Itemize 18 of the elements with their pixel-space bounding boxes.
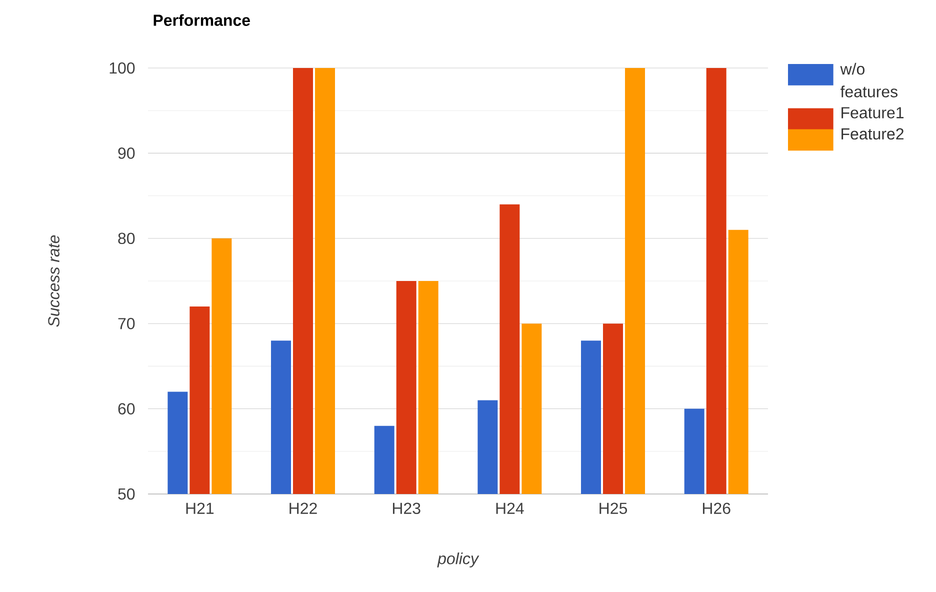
x-axis-title: policy xyxy=(437,552,480,568)
x-tick-label: H24 xyxy=(496,502,524,514)
x-tick-label: H23 xyxy=(392,502,420,514)
legend-label: w/o features xyxy=(840,62,898,98)
x-tick-label: H26 xyxy=(702,502,730,514)
x-tick-label: H21 xyxy=(186,502,214,514)
legend-label: Feature2 xyxy=(842,128,904,140)
chart-title: Performance xyxy=(154,14,250,26)
y-tick-label: 50 xyxy=(118,488,135,500)
y-tick-label: 80 xyxy=(118,232,135,244)
y-tick-label: 90 xyxy=(118,148,135,159)
legend-label: Feature1 xyxy=(842,107,904,118)
x-tick-label: H25 xyxy=(600,502,627,514)
y-tick-label: 60 xyxy=(118,403,135,414)
x-tick-label: H22 xyxy=(290,502,317,514)
y-axis-title: Success rate xyxy=(48,235,60,327)
y-tick-label: 70 xyxy=(118,318,135,330)
y-tick-label: 100 xyxy=(110,62,135,74)
